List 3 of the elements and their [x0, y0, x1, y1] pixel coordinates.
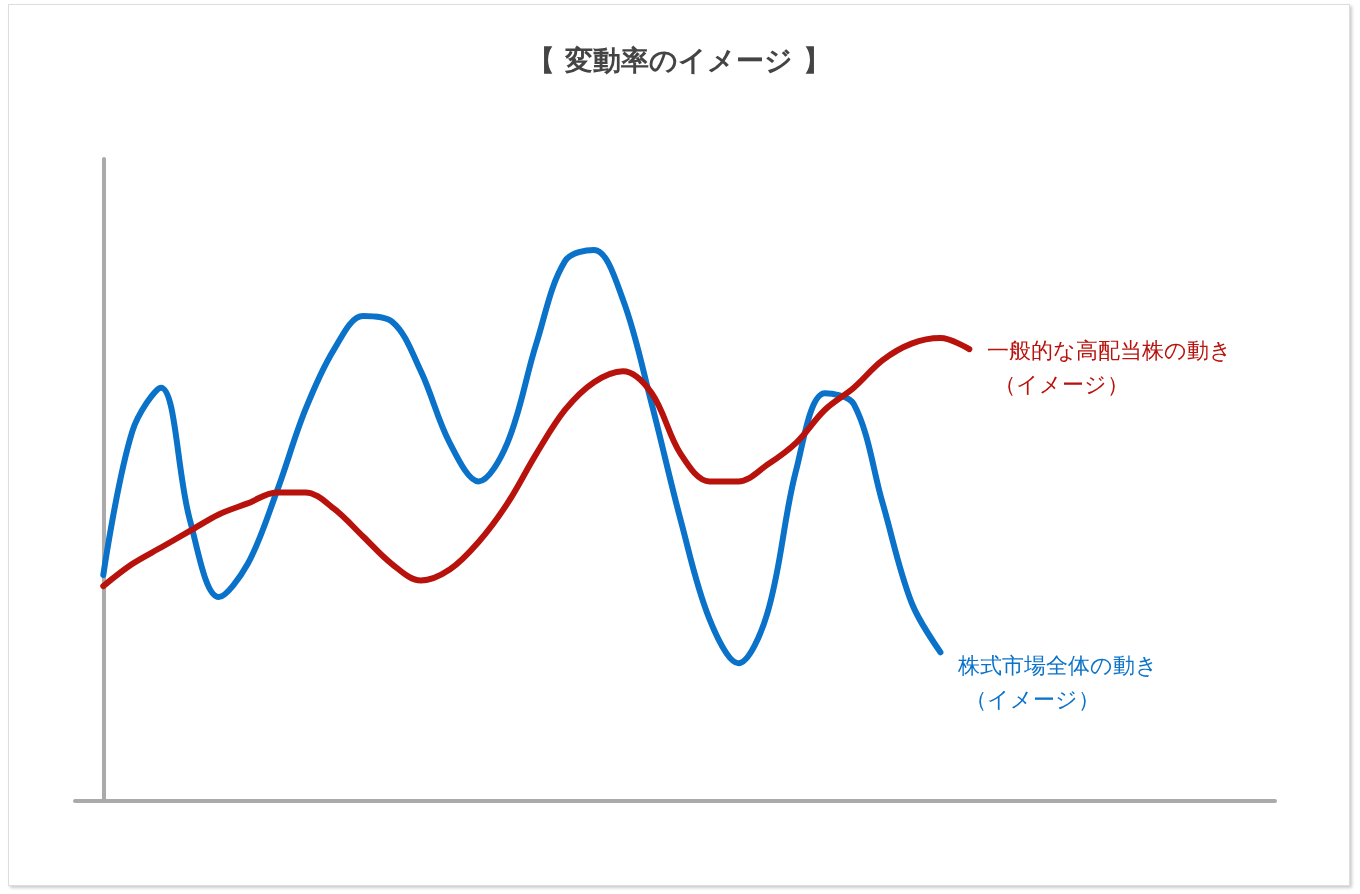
chart-title: 【 変動率のイメージ 】 [527, 43, 831, 77]
series-label: 株式市場全体の動き（イメージ） [957, 652, 1159, 712]
series-label: 一般的な高配当株の動き（イメージ） [987, 337, 1233, 397]
